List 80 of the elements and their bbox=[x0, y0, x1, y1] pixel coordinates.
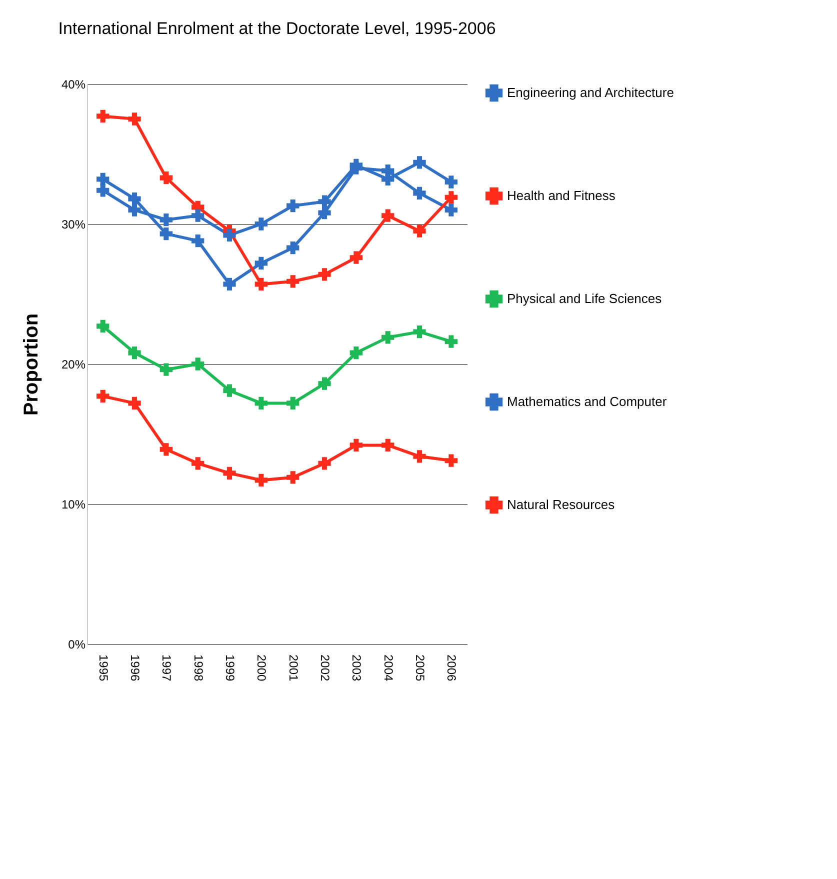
y-tick-label: 0% bbox=[68, 638, 86, 652]
point bbox=[160, 227, 172, 240]
point bbox=[350, 251, 362, 264]
point bbox=[128, 346, 141, 360]
point bbox=[254, 256, 268, 270]
point bbox=[96, 172, 110, 186]
point bbox=[318, 457, 331, 470]
point bbox=[128, 204, 141, 216]
point bbox=[444, 176, 458, 188]
point bbox=[96, 390, 110, 403]
point bbox=[128, 112, 141, 126]
x-tick-label: 1999 bbox=[223, 654, 237, 682]
point bbox=[286, 396, 300, 410]
point bbox=[192, 234, 204, 248]
point bbox=[318, 206, 331, 220]
x-tick-label: 2001 bbox=[286, 654, 300, 682]
legend-label: Physical and Life Sciences bbox=[507, 291, 662, 306]
x-tick-label: 2005 bbox=[413, 654, 427, 682]
x-tick-label: 2003 bbox=[350, 654, 364, 682]
point bbox=[413, 224, 426, 238]
point bbox=[318, 195, 331, 208]
point bbox=[96, 320, 110, 333]
point bbox=[286, 241, 300, 254]
legend-label: Mathematics and Computer bbox=[507, 394, 668, 409]
point bbox=[382, 438, 394, 452]
y-tick-label: 10% bbox=[61, 498, 86, 512]
point bbox=[160, 213, 172, 226]
y-tick-label: 20% bbox=[61, 358, 86, 372]
point bbox=[350, 438, 362, 452]
point bbox=[413, 450, 426, 463]
point bbox=[223, 228, 236, 242]
legend-label: Natural Resources bbox=[507, 497, 616, 512]
point bbox=[318, 268, 331, 281]
point bbox=[192, 358, 204, 370]
point bbox=[160, 363, 172, 376]
point bbox=[254, 278, 268, 291]
y-axis-title: Proportion bbox=[20, 313, 42, 416]
point bbox=[382, 331, 394, 344]
point bbox=[223, 466, 236, 480]
point bbox=[286, 199, 300, 212]
point bbox=[382, 209, 394, 222]
y-tick-label: 30% bbox=[61, 218, 86, 232]
point bbox=[350, 346, 362, 360]
x-tick-label: 2000 bbox=[254, 654, 269, 682]
point bbox=[254, 474, 268, 487]
point bbox=[192, 457, 204, 470]
x-tick-label: 1997 bbox=[160, 654, 174, 682]
point bbox=[254, 218, 268, 230]
point bbox=[413, 325, 426, 338]
point bbox=[444, 204, 458, 216]
point bbox=[318, 377, 331, 390]
point bbox=[413, 156, 426, 169]
x-tick-label: 1996 bbox=[128, 654, 142, 682]
point bbox=[413, 186, 426, 200]
point bbox=[444, 335, 458, 348]
point bbox=[223, 278, 236, 291]
point bbox=[350, 158, 362, 172]
legend-label: Health and Fitness bbox=[507, 188, 616, 203]
point bbox=[128, 396, 141, 410]
chart-title: International Enrolment at the Doctorate Level, 1995-2006 bbox=[58, 19, 496, 38]
point bbox=[128, 192, 141, 206]
point bbox=[96, 184, 110, 197]
point bbox=[160, 443, 172, 456]
point bbox=[160, 171, 172, 184]
point bbox=[96, 110, 110, 123]
x-tick-label: 2002 bbox=[318, 654, 332, 682]
x-tick-label: 2004 bbox=[381, 654, 396, 682]
point bbox=[192, 209, 204, 222]
point bbox=[382, 172, 394, 186]
y-tick-label: 40% bbox=[61, 78, 86, 92]
x-tick-label: 2006 bbox=[444, 654, 459, 682]
point bbox=[223, 384, 236, 397]
point bbox=[444, 454, 458, 467]
legend-label: Engineering and Architecture bbox=[507, 85, 674, 100]
point bbox=[254, 396, 268, 410]
point bbox=[286, 471, 300, 484]
x-tick-label: 1998 bbox=[191, 654, 206, 682]
point bbox=[286, 275, 300, 288]
x-tick-label: 1995 bbox=[96, 654, 110, 682]
point bbox=[444, 191, 458, 204]
